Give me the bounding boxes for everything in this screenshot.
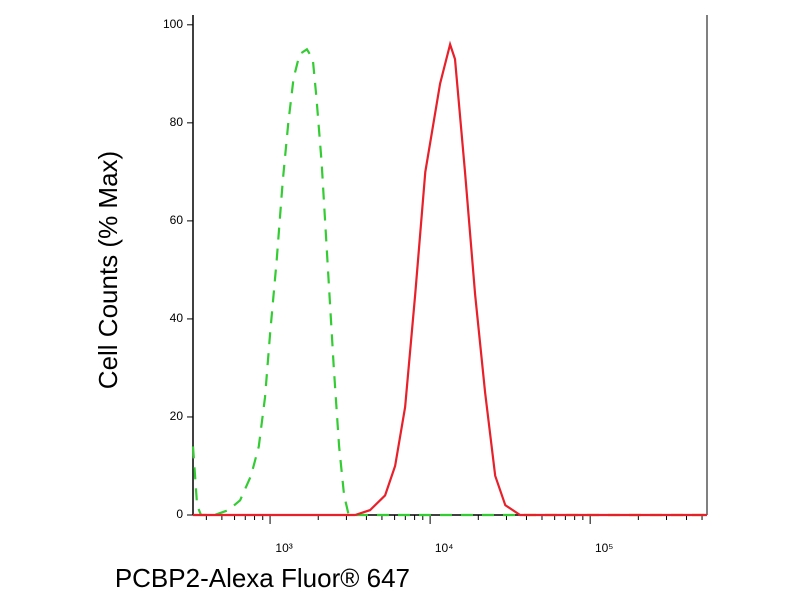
y-axis-label: Cell Counts (% Max) [93, 151, 123, 389]
series-line [193, 40, 707, 517]
x-tick-label: 10³ [275, 541, 292, 555]
x-axis-label: PCBP2-Alexa Fluor® 647 [115, 563, 410, 593]
series-line [191, 47, 707, 517]
y-tick-label: 80 [170, 115, 184, 129]
y-tick-label: 60 [170, 213, 184, 227]
y-tick-label: 40 [170, 311, 184, 325]
y-tick-label: 100 [163, 17, 183, 31]
x-tick-label: 10⁵ [595, 541, 613, 555]
y-tick-label: 20 [170, 409, 184, 423]
x-tick-label: 10⁴ [435, 541, 454, 555]
y-tick-label: 0 [176, 507, 183, 521]
